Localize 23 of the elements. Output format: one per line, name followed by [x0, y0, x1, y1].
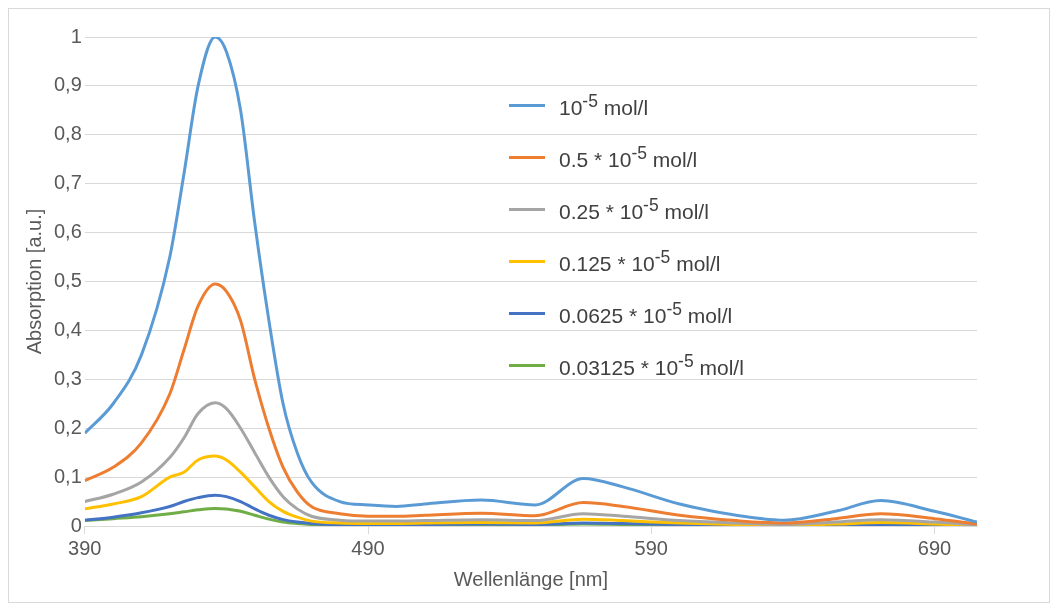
- x-tick-label: 690: [917, 536, 952, 559]
- y-tick-label: 0,5: [53, 269, 82, 292]
- legend-label: 0.0625 * 10$^{-5}$ mol/l: [559, 298, 733, 328]
- y-axis-title: Absorption [a.u.]: [22, 208, 45, 355]
- x-tick-label: 390: [68, 536, 102, 559]
- legend-label: 0.03125 * 10$^{-5}$ mol/l: [559, 350, 744, 380]
- y-tick-label: 0,6: [53, 220, 82, 243]
- y-tick-label: 0,8: [53, 122, 82, 145]
- y-tick-label: 0,7: [53, 171, 82, 194]
- x-tick-label: 490: [351, 536, 385, 559]
- x-tick-label: 590: [634, 536, 668, 559]
- y-tick-label: 0,4: [53, 317, 82, 340]
- y-tick-label: 0,9: [53, 73, 82, 96]
- y-tick-label: 0,2: [53, 415, 82, 438]
- legend-label: 0.125 * 10$^{-5}$ mol/l: [559, 246, 721, 276]
- y-tick-label: 0,3: [53, 366, 82, 389]
- x-axis-title: Wellenlänge [nm]: [453, 567, 608, 590]
- legend-label: 0.5 * 10$^{-5}$ mol/l: [559, 142, 698, 172]
- legend-label: 10$^{-5}$ mol/l: [559, 90, 649, 120]
- legend-label: 0.25 * 10$^{-5}$ mol/l: [559, 194, 709, 224]
- y-tick-label: 1: [70, 24, 82, 47]
- y-tick-label: 0: [70, 513, 82, 536]
- y-tick-label: 0,1: [53, 464, 82, 487]
